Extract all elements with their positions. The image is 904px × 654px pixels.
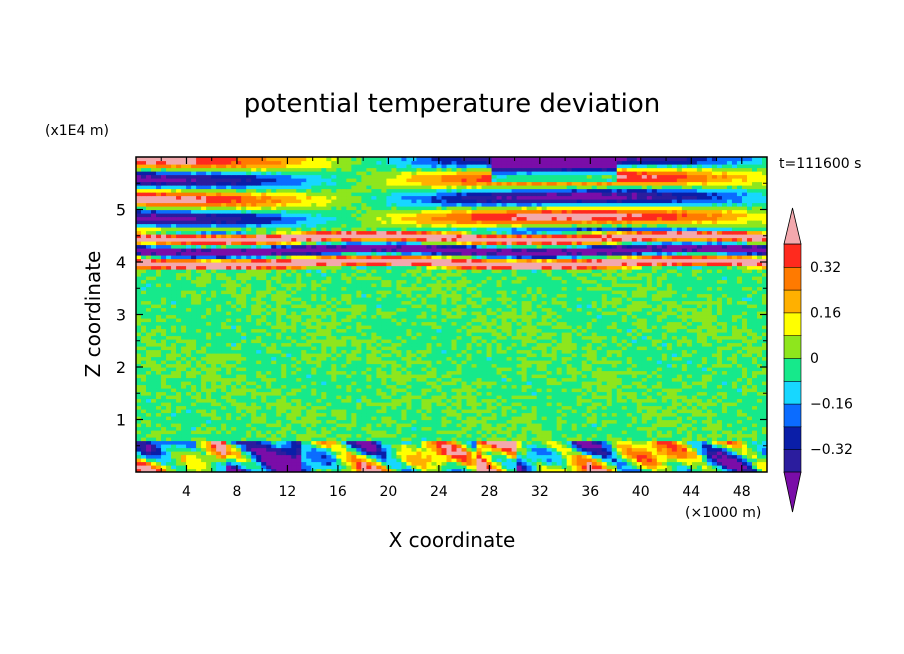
colorbar-extend-bottom (783, 471, 802, 513)
colorbar-tick-label: 0.32 (810, 260, 841, 276)
contour-field (136, 157, 767, 472)
colorbar-swatch (783, 334, 802, 359)
y-tick-label: 4 (116, 253, 126, 272)
colorbar-tick-label: 0 (810, 351, 819, 367)
y-tick-label: 5 (116, 201, 126, 220)
x-axis-label: X coordinate (389, 528, 516, 552)
x-tick-label: 36 (581, 484, 599, 500)
x-tick-label: 20 (379, 484, 397, 500)
x-tick-label: 16 (329, 484, 347, 500)
colorbar-swatch (783, 403, 802, 428)
colorbar-swatch (783, 380, 802, 405)
colorbar-swatch (783, 426, 802, 450)
colorbar-swatch (783, 289, 802, 314)
y-unit-label: (x1E4 m) (45, 123, 109, 139)
y-tick-label: 2 (116, 358, 126, 377)
colorbar-swatch (783, 243, 802, 268)
colorbar-swatch (783, 266, 802, 291)
colorbar: 0.32 0.16 0 −0.16 −0.32 (783, 207, 853, 513)
colorbar-tick-label: 0.16 (810, 305, 841, 321)
colorbar-swatch (783, 312, 802, 336)
x-unit-label: (×1000 m) (685, 505, 761, 521)
colorbar-tick-label: −0.32 (810, 442, 853, 458)
x-tick-label: 8 (232, 484, 241, 500)
x-tick-label: 40 (632, 484, 650, 500)
y-tick-label: 1 (116, 411, 126, 430)
colorbar-tick-label: −0.16 (810, 397, 853, 413)
x-tick-label: 24 (430, 484, 448, 500)
x-tick-label: 48 (733, 484, 751, 500)
colorbar-swatch (783, 357, 802, 382)
x-tick-label: 32 (531, 484, 549, 500)
y-axis-label: Z coordinate (81, 251, 105, 378)
x-axis: 4 8 12 16 20 24 28 32 36 40 44 48 (160, 157, 751, 500)
y-axis: 1 2 3 4 5 (116, 182, 767, 447)
colorbar-swatch (783, 448, 802, 473)
time-label: t=111600 s (779, 156, 861, 172)
x-tick-label: 28 (480, 484, 498, 500)
x-tick-label: 12 (279, 484, 297, 500)
y-tick-label: 3 (116, 306, 126, 325)
chart-title: potential temperature deviation (244, 89, 660, 119)
colorbar-extend-top (783, 207, 802, 245)
x-tick-label: 44 (682, 484, 700, 500)
x-tick-label: 4 (182, 484, 191, 500)
